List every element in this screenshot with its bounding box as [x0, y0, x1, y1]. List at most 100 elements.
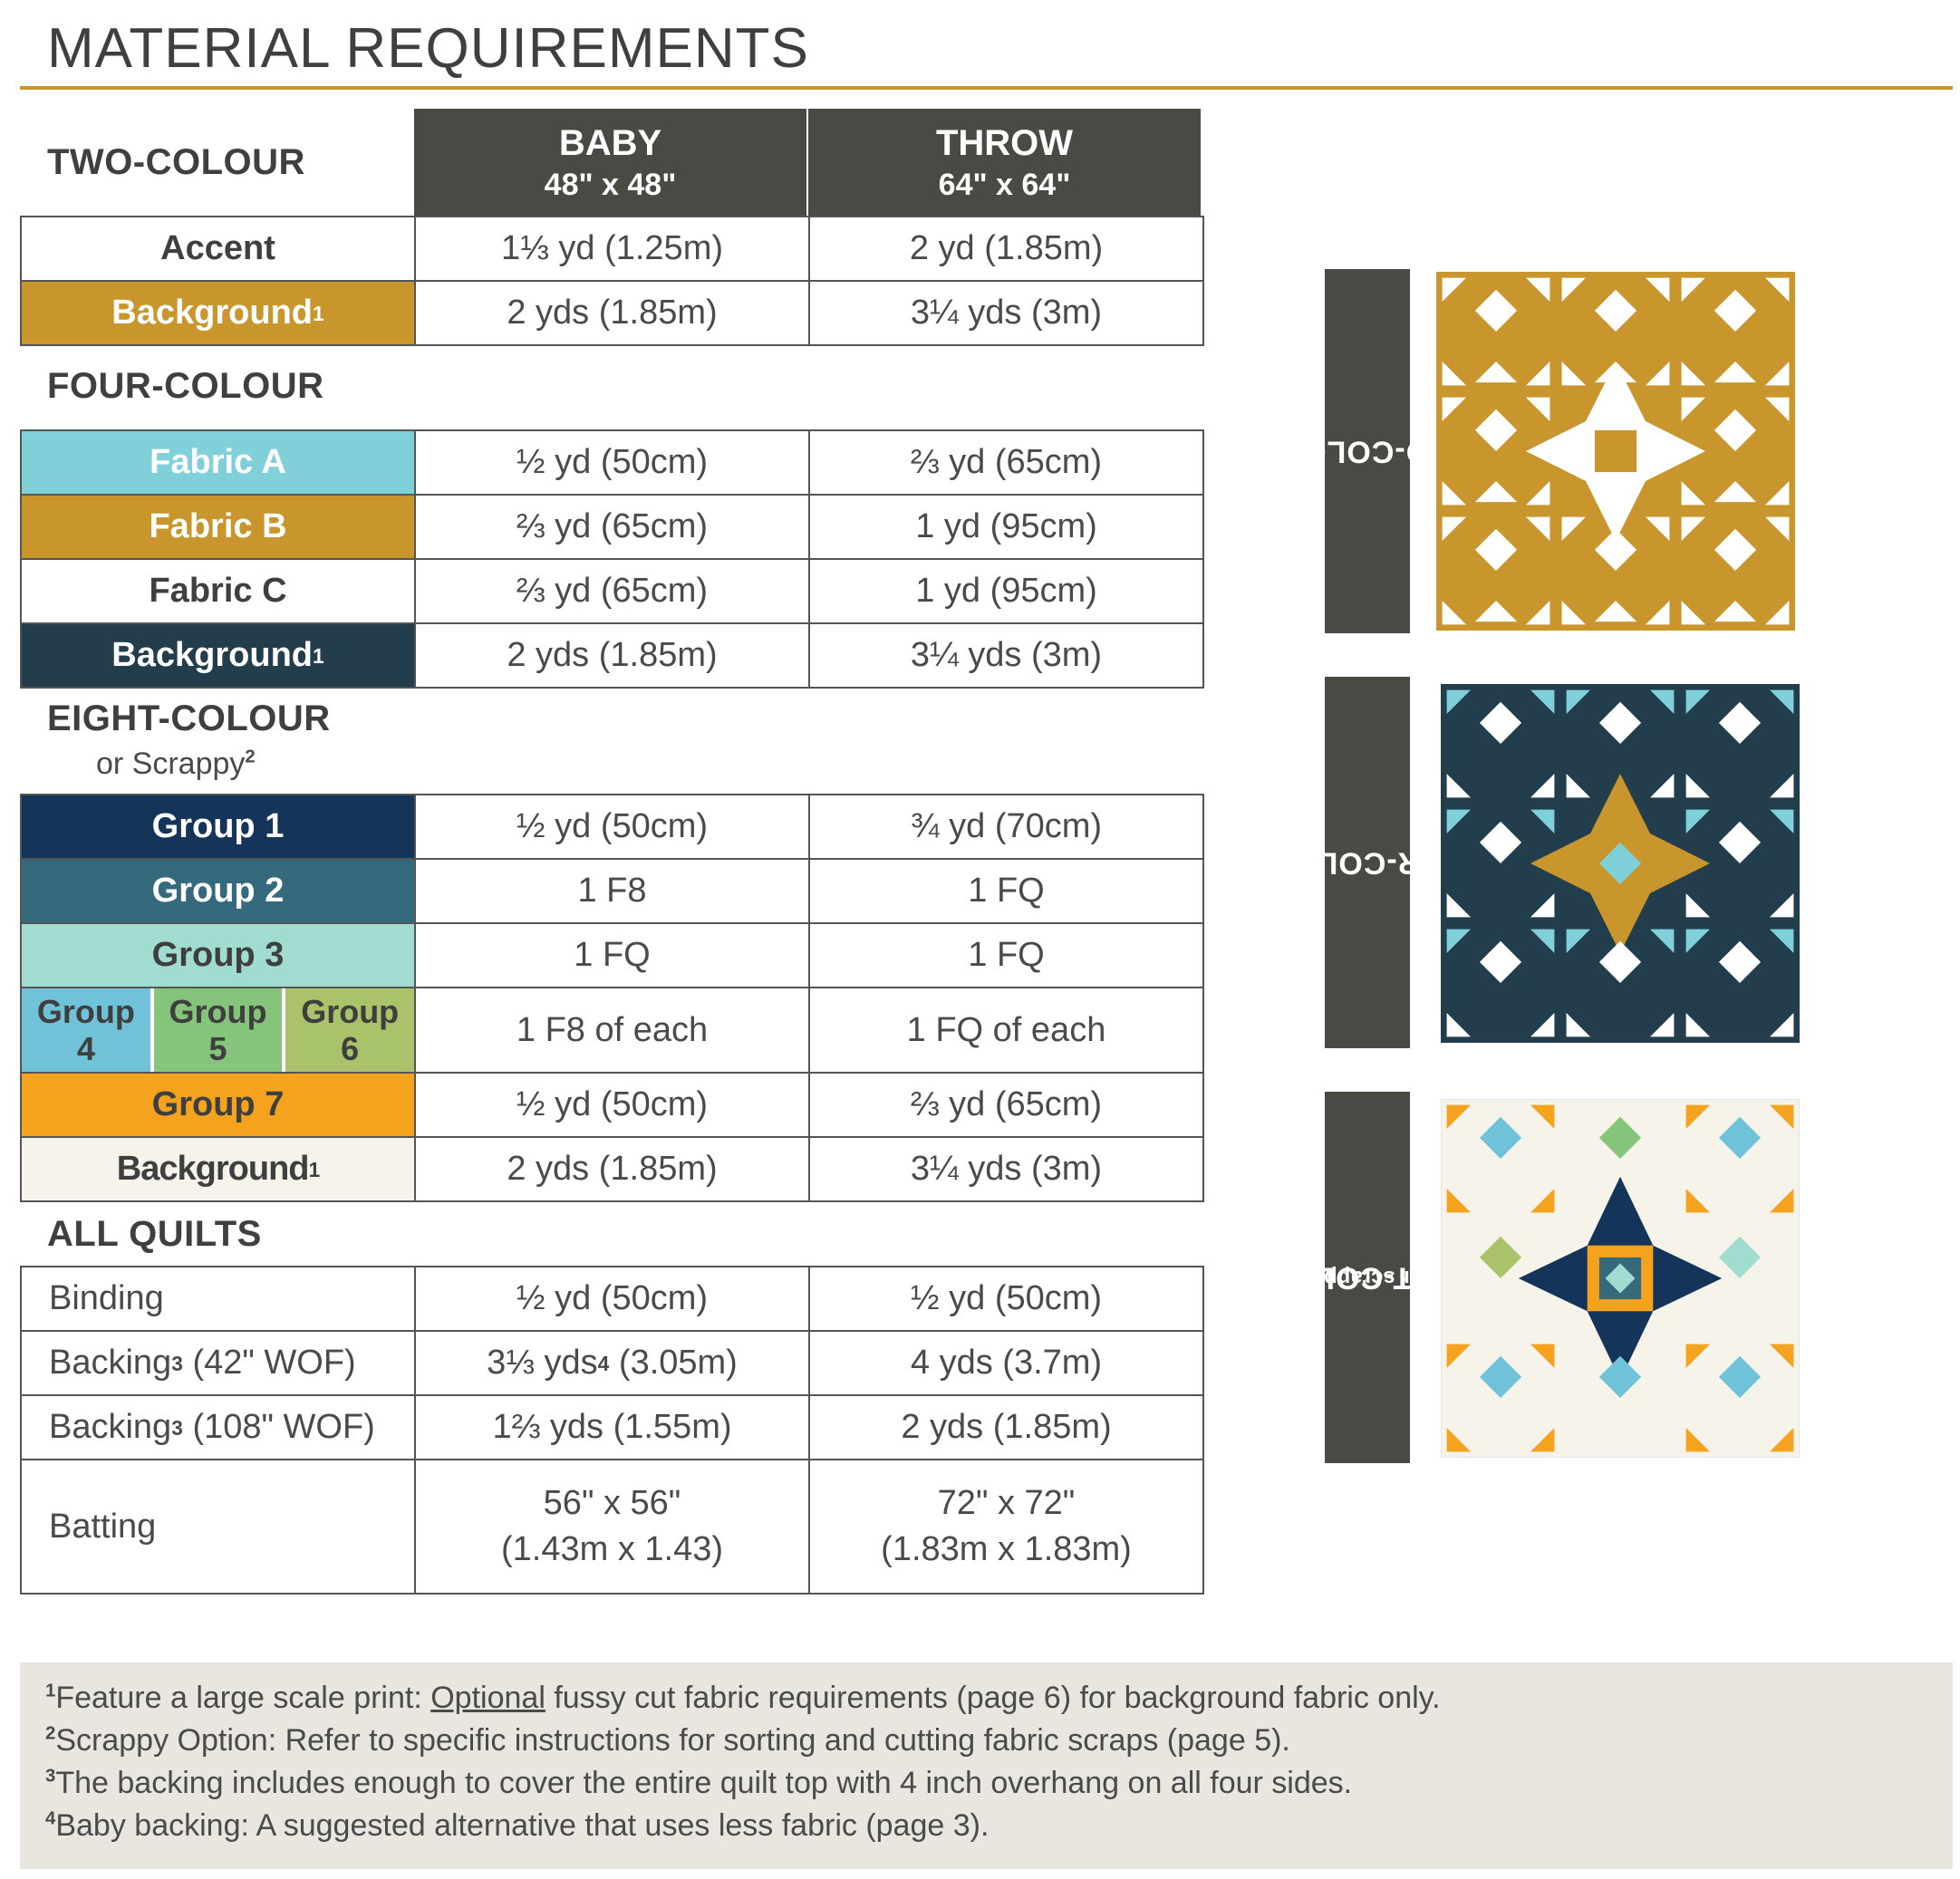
throw-value: 4 yds (3.7m) [810, 1332, 1204, 1394]
row-label: Batting [22, 1460, 416, 1593]
footnote-underlined-text: Optional [430, 1681, 546, 1715]
column-header-throw-name: THROW [935, 123, 1074, 163]
baby-value-suffix: (3.05m) [609, 1344, 738, 1382]
page-title: MATERIAL REQUIREMENTS [47, 17, 809, 80]
table-row: Fabric A ½ yd (50cm) ⅔ yd (65cm) [22, 431, 1204, 496]
throw-value: 1 yd (95cm) [810, 560, 1204, 622]
baby-value: 1 FQ [416, 924, 810, 987]
table-row: Group 7 ½ yd (50cm) ⅔ yd (65cm) [22, 1074, 1204, 1138]
group-6-swatch: Group 6 [285, 988, 415, 1072]
baby-value: 2 yds (1.85m) [416, 624, 810, 687]
baby-value: ½ yd (50cm) [416, 1267, 810, 1330]
table-row: Batting 56" x 56" (1.43m x 1.43) 72" x 72… [22, 1460, 1204, 1595]
row-label: Fabric B [22, 496, 416, 558]
throw-value: 1 FQ [810, 860, 1204, 922]
row-label: Backing 3 (108" WOF) [22, 1396, 416, 1459]
group-number: 6 [341, 1030, 360, 1067]
row-label: Group 2 [22, 860, 416, 922]
throw-value: 2 yds (1.85m) [810, 1396, 1204, 1459]
row-label: Group 3 [22, 924, 416, 987]
all-quilts-table: Binding ½ yd (50cm) ½ yd (50cm) Backing 3… [20, 1266, 1204, 1595]
baby-value-line2: (1.43m x 1.43) [501, 1530, 723, 1568]
column-header-baby: BABY 48" x 48" [414, 109, 806, 216]
group-number: 5 [208, 1030, 227, 1067]
four-colour-quilt-image [1441, 684, 1800, 1043]
row-label: Fabric A [22, 431, 416, 494]
throw-value-line1: 72" x 72" [937, 1483, 1076, 1522]
column-header-throw-size: 64" x 64" [938, 168, 1071, 202]
table-row: Group 4 Group 5 Group 6 1 F8 of each 1 FQ o… [22, 988, 1204, 1074]
footnote-text: Baby backing: A suggested alternative th… [55, 1808, 990, 1843]
baby-value: 1⅓ yd (1.25m) [416, 217, 810, 280]
baby-value: 1⅔ yds (1.55m) [416, 1396, 810, 1459]
baby-value: 1 F8 [416, 860, 810, 922]
table-row: Backing 3 (42" WOF) 3⅓ yds 4 (3.05m) 4 yds… [22, 1332, 1204, 1396]
table-row: Accent 1⅓ yd (1.25m) 2 yd (1.85m) [22, 217, 1204, 282]
baby-value: ⅔ yd (65cm) [416, 496, 810, 558]
title-divider [20, 86, 1953, 90]
throw-value: ¾ yd (70cm) [810, 795, 1204, 858]
throw-value: ⅔ yd (65cm) [810, 1074, 1204, 1136]
table-row: Group 2 1 F8 1 FQ [22, 860, 1204, 924]
throw-value-line2: (1.83m x 1.83m) [881, 1530, 1132, 1568]
table-row: Fabric C ⅔ yd (65cm) 1 yd (95cm) [22, 560, 1204, 624]
row-label: Background 1 [22, 1138, 416, 1200]
row-label: Binding [22, 1267, 416, 1330]
row-label: Fabric C [22, 560, 416, 622]
eight-colour-quilt-image [1441, 1099, 1800, 1458]
footnote-marker: 2 [45, 1723, 56, 1744]
row-label: Accent [22, 217, 416, 280]
footnotes-panel: 1Feature a large scale print: Optional f… [20, 1662, 1953, 1869]
eight-colour-table: Group 1 ½ yd (50cm) ¾ yd (70cm) Group 2 … [20, 794, 1204, 1202]
section-eight-colour-heading: EIGHT-COLOUR [47, 699, 331, 738]
footnote-2: 2Scrappy Option: Refer to specific instr… [45, 1723, 1953, 1759]
group-label: Group [36, 992, 135, 1030]
two-colour-table: Accent 1⅓ yd (1.25m) 2 yd (1.85m) Backgr… [20, 216, 1204, 346]
footnote-marker: 2 [245, 747, 256, 767]
baby-value: 2 yds (1.85m) [416, 1138, 810, 1200]
baby-value: ½ yd (50cm) [416, 1074, 810, 1136]
row-label: Group 7 [22, 1074, 416, 1136]
table-row: Background 1 2 yds (1.85m) 3¼ yds (3m) [22, 624, 1204, 689]
header-separator [806, 109, 808, 216]
footnote-text: Scrappy Option: Refer to specific instru… [55, 1723, 1290, 1758]
footnote-3: 3The backing includes enough to cover th… [45, 1766, 1953, 1801]
section-two-colour-heading: TWO-COLOUR [47, 142, 305, 182]
footnote-4: 4Baby backing: A suggested alternative t… [45, 1808, 1953, 1844]
group-number: 4 [76, 1030, 95, 1067]
subheading-text: or Scrappy [96, 747, 246, 781]
throw-value: 1 FQ of each [810, 988, 1204, 1072]
section-eight-colour-subheading: or Scrappy2 [96, 747, 256, 782]
row-label: Group 1 [22, 795, 416, 858]
column-header-baby-name: BABY [558, 123, 662, 163]
table-row: Group 1 ½ yd (50cm) ¾ yd (70cm) [22, 795, 1204, 860]
row-label-text: Background [111, 636, 313, 674]
section-four-colour-heading: FOUR-COLOUR [47, 366, 324, 406]
row-label-text: Background [111, 294, 313, 332]
footnote-text: The backing includes enough to cover the… [55, 1766, 1353, 1800]
four-colour-table: Fabric A ½ yd (50cm) ⅔ yd (65cm) Fabric … [20, 429, 1204, 689]
footnote-marker: 3 [45, 1766, 56, 1787]
table-row: Backing 3 (108" WOF) 1⅔ yds (1.55m) 2 yds… [22, 1396, 1204, 1460]
table-row: Group 3 1 FQ 1 FQ [22, 924, 1204, 988]
table-row: Background 1 2 yds (1.85m) 3¼ yds (3m) [22, 282, 1204, 346]
column-header-baby-size: 48" x 48" [544, 168, 677, 202]
table-row: Background 1 2 yds (1.85m) 3¼ yds (3m) [22, 1138, 1204, 1202]
row-label: Background 1 [22, 282, 416, 344]
footnote-text-end: fussy cut fabric requirements (page 6) f… [545, 1681, 1441, 1715]
section-all-quilts-heading: ALL QUILTS [47, 1214, 262, 1254]
side-label-two-colour: TWO-COLOUR [1255, 269, 1480, 633]
baby-value-text: 3⅓ yds [487, 1344, 598, 1382]
throw-value: ⅔ yd (65cm) [810, 431, 1204, 494]
footnote-1: 1Feature a large scale print: Optional f… [45, 1681, 1953, 1716]
table-row: Binding ½ yd (50cm) ½ yd (50cm) [22, 1267, 1204, 1332]
row-label-text: Background [116, 1150, 310, 1188]
throw-value: 1 FQ [810, 924, 1204, 987]
group-label: Group [169, 992, 267, 1030]
row-label-suffix: (108" WOF) [182, 1408, 375, 1446]
footnote-marker: 4 [45, 1808, 56, 1829]
baby-value: ⅔ yd (65cm) [416, 560, 810, 622]
side-label-subtext: (or scrappy) [1304, 1266, 1431, 1290]
group-5-swatch: Group 5 [153, 988, 286, 1072]
row-label-groups: Group 4 Group 5 Group 6 [22, 988, 416, 1072]
